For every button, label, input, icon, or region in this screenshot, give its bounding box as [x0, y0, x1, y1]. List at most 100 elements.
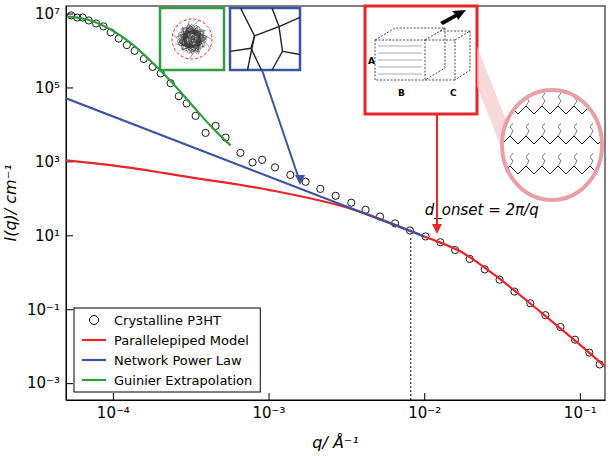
- inset-backbone: [502, 136, 606, 144]
- x-tick: 10⁻²: [408, 393, 441, 422]
- insets: A B C: [160, 6, 609, 234]
- plot-marks: [66, 12, 605, 400]
- data-point: [202, 129, 209, 136]
- legend-line: [82, 339, 106, 341]
- y-tick: 10¹: [35, 227, 73, 245]
- inset-coil-box: [160, 8, 224, 70]
- inset-dimension-label: C: [450, 88, 457, 98]
- inset-side-chain: [510, 153, 513, 166]
- inset-side-chain: [510, 123, 513, 136]
- inset-side-chain: [542, 153, 545, 166]
- y-tick-label: 10³: [35, 153, 60, 171]
- inset-network-fiber: [251, 48, 262, 70]
- x-tick-mark: [269, 393, 270, 400]
- x-tick-mark: [580, 393, 581, 400]
- inset-side-chain: [542, 93, 545, 106]
- onset-line: [410, 237, 411, 400]
- data-point: [348, 199, 355, 206]
- data-point: [271, 164, 278, 171]
- y-tick: 10⁵: [35, 79, 73, 97]
- inset-crystal-box: [365, 6, 477, 114]
- data-point: [332, 192, 339, 199]
- data-point: [237, 149, 244, 156]
- y-tick-label: 10⁻¹: [27, 301, 60, 319]
- x-tick-label: 10⁻³: [253, 404, 286, 422]
- inset-crystal-stack: [378, 46, 422, 47]
- inset-network-fiber: [283, 51, 301, 54]
- inset-side-chain: [558, 93, 561, 106]
- legend-line: [82, 359, 106, 361]
- y-tick-label: 10⁵: [35, 79, 60, 97]
- y-tick: 10⁻³: [27, 374, 73, 392]
- series-line: [66, 98, 424, 236]
- inset-zoom-fill: [502, 90, 602, 200]
- inset-network-fiber: [272, 8, 279, 27]
- x-axis: 10⁻⁴ 10⁻³ 10⁻² 10⁻¹: [67, 393, 606, 422]
- inset-network-box: [230, 8, 300, 70]
- inset-side-chain: [606, 123, 609, 136]
- inset-side-chain: [574, 123, 577, 136]
- inset-side-chain: [590, 153, 593, 166]
- y-tick-mark: [66, 383, 73, 384]
- inset-side-chain: [590, 93, 593, 106]
- legend-marker: [90, 316, 99, 325]
- inset-side-chain: [526, 123, 529, 136]
- inset-side-chain: [510, 93, 513, 106]
- plot-frame: [66, 6, 605, 400]
- legend-box: [74, 308, 260, 392]
- x-tick: 10⁻³: [253, 393, 286, 422]
- x-tick-label: 10⁻⁴: [97, 404, 130, 422]
- inset-crystal-stack: [378, 60, 422, 61]
- inset-side-chain: [574, 153, 577, 166]
- inset-network-arrowhead: [295, 175, 305, 185]
- inset-dimension-label: B: [398, 88, 405, 98]
- inset-side-chain: [526, 153, 529, 166]
- legend-label: Network Power Law: [114, 353, 242, 368]
- data-point: [259, 156, 266, 163]
- legend: Crystalline P3HT Parallelepiped Model Netw…: [74, 308, 260, 392]
- inset-network-fiber: [272, 27, 283, 70]
- x-axis-title: q/ Å⁻¹: [312, 433, 358, 452]
- inset-crystal-direction: [440, 10, 466, 25]
- data-point: [249, 159, 256, 166]
- y-tick-mark: [66, 309, 73, 310]
- y-axis-title: I(q)/ cm⁻¹: [1, 164, 20, 241]
- inset-coil-radius: [172, 19, 212, 59]
- data-point: [287, 171, 294, 178]
- inset-backbone: [502, 166, 606, 174]
- y-tick-mark: [66, 235, 73, 236]
- y-tick: 10³: [35, 153, 73, 171]
- inset-crystal-arrowhead: [432, 224, 442, 234]
- data-point: [302, 178, 309, 185]
- x-tick: 10⁻⁴: [97, 393, 130, 422]
- inset-side-chain: [558, 123, 561, 136]
- y-tick-label: 10¹: [35, 227, 60, 245]
- y-tick: 10⁷: [35, 5, 73, 23]
- chart-svg: 10⁻⁴ 10⁻³ 10⁻² 10⁻¹ 10⁻³ 10⁻¹ 10¹ 10³ 10⁵ 10⁷ q/ Å…: [0, 0, 611, 456]
- y-axis-line: [66, 7, 67, 401]
- legend-label: Parallelepiped Model: [114, 333, 249, 348]
- inset-crystal-stack: [378, 53, 422, 54]
- inset-network-arrow: [262, 70, 300, 182]
- inset-side-chain: [558, 153, 561, 166]
- inset-coil-chain: [176, 28, 211, 52]
- legend-label: Crystalline P3HT: [114, 313, 221, 328]
- y-axis: 10⁻³ 10⁻¹ 10¹ 10³ 10⁵ 10⁷: [27, 5, 73, 401]
- x-tick-label: 10⁻²: [408, 404, 441, 422]
- y-tick: 10⁻¹: [27, 301, 73, 319]
- inset-crystal-arrow: [436, 114, 438, 226]
- inset-crystal-stack: [378, 74, 422, 75]
- inset-side-chain: [590, 123, 593, 136]
- x-axis-line: [67, 400, 606, 401]
- inset-crystal-shape: [375, 28, 470, 80]
- data-point: [317, 185, 324, 192]
- inset-side-chain: [542, 123, 545, 136]
- inset-dimension-label: A: [368, 56, 375, 66]
- inset-network-fiber: [241, 8, 255, 70]
- y-tick-label: 10⁻³: [27, 374, 60, 392]
- y-tick-label: 10⁷: [35, 5, 60, 23]
- x-tick-label: 10⁻¹: [564, 404, 597, 422]
- x-tick-mark: [424, 393, 425, 400]
- legend-line: [82, 379, 106, 381]
- legend-label: Guinier Extrapolation: [114, 373, 252, 388]
